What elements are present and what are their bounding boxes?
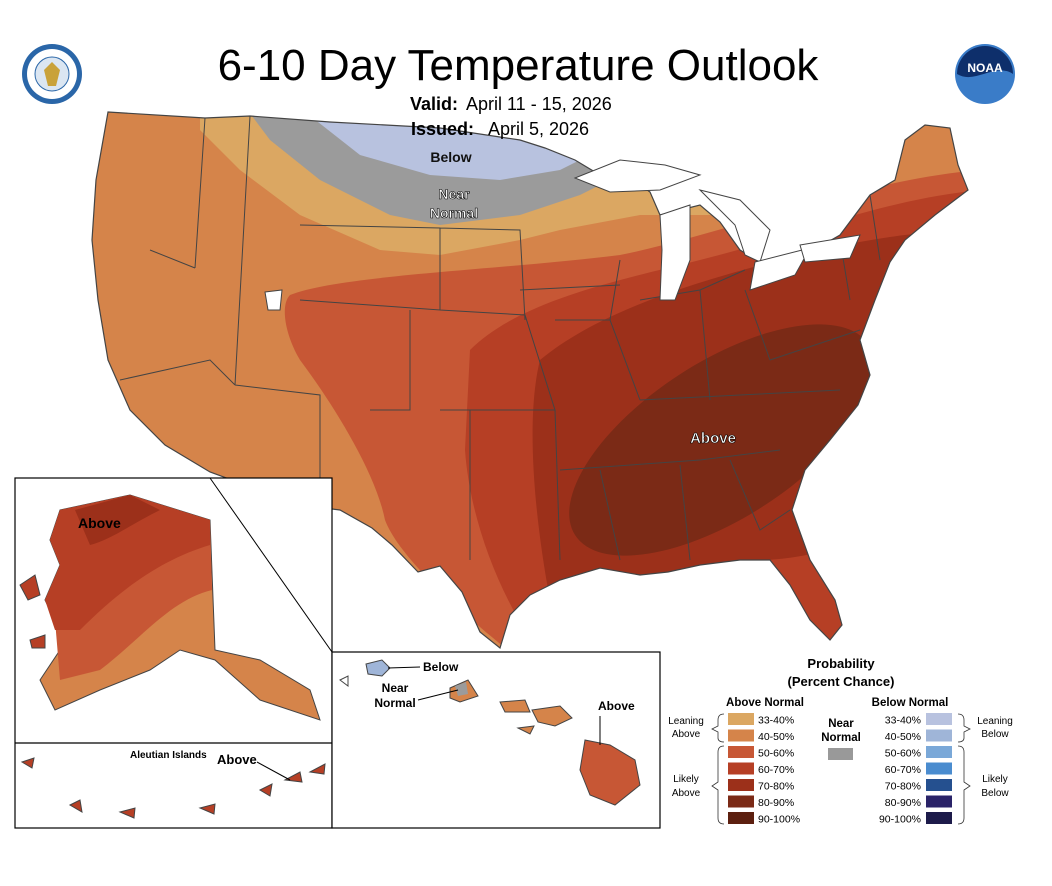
legend-near-swatch <box>828 748 853 760</box>
legend-above-label-2: 50-60% <box>758 748 794 760</box>
noaa-logo-text: NOAA <box>967 61 1003 75</box>
region-above-80-90 <box>569 324 875 556</box>
legend-leaning-above-2: Above <box>672 729 701 740</box>
hawaii-below-label: Below <box>423 660 459 674</box>
legend-above-label-4: 70-80% <box>758 781 794 793</box>
noaa-logo: NOAA <box>955 44 1015 104</box>
hawaii-inset: Below Near Normal Above <box>331 651 661 829</box>
legend-likely-below-2: Below <box>981 788 1009 799</box>
legend-above-label-1: 40-50% <box>758 731 794 743</box>
commerce-seal-logo <box>22 44 82 104</box>
legend-below-swatch-5 <box>926 795 952 808</box>
legend-above-label-0: 33-40% <box>758 715 794 727</box>
legend-above-swatch-4 <box>728 779 754 791</box>
legend-above-swatch-3 <box>728 762 754 775</box>
legend-likely-above-2: Above <box>672 788 701 799</box>
legend-likely-below: Likely <box>982 774 1008 785</box>
legend-below-swatch-2 <box>926 746 952 758</box>
legend-subtitle: (Percent Chance) <box>788 674 895 689</box>
great-lakes <box>264 159 861 311</box>
legend-above-label-6: 90-100% <box>758 814 800 826</box>
legend-below-swatch-0 <box>926 713 952 725</box>
valid-date: April 11 - 15, 2026 <box>466 94 612 114</box>
legend-above-header: Above Normal <box>726 697 804 709</box>
hawaii-above-label: Above <box>598 699 635 713</box>
legend-above-label-5: 80-90% <box>758 797 794 809</box>
aleutian-above-label: Above <box>217 752 257 767</box>
legend-below-header: Below Normal <box>872 697 949 709</box>
hawaii-normal-label: Normal <box>374 696 415 710</box>
legend-near-line1: Near <box>828 718 854 730</box>
aleutian-islands <box>20 757 326 819</box>
legend-below-label-0: 33-40% <box>885 715 921 727</box>
legend-below-label-4: 70-80% <box>885 781 921 793</box>
state-borders <box>119 115 881 561</box>
legend-below-label-2: 50-60% <box>885 748 921 760</box>
legend-above-swatch-0 <box>728 713 754 725</box>
conus-below-label: Below <box>430 149 471 165</box>
legend-above-swatch-1 <box>728 729 754 742</box>
legend-below-swatch-6 <box>926 812 952 824</box>
legend-below-swatch-3 <box>926 762 952 775</box>
legend-above-swatch-5 <box>728 795 754 808</box>
legend-leaning-above: Leaning <box>668 716 704 727</box>
conus-normal-label: Normal <box>430 205 478 221</box>
conus-near-label: Near <box>438 186 470 202</box>
conus-above-label: Above <box>690 430 736 447</box>
legend-near-line2: Normal <box>821 732 861 744</box>
legend-below-label-1: 40-50% <box>885 731 921 743</box>
legend-above-swatch-2 <box>728 746 754 758</box>
legend-below-label-6: 90-100% <box>879 814 921 826</box>
valid-label: Valid: <box>410 94 458 114</box>
legend-below-swatch-1 <box>926 729 952 742</box>
alaska-inset: Above Aleutian Islands Above <box>14 477 333 829</box>
legend-title: Probability <box>807 656 875 671</box>
legend-below-label-5: 80-90% <box>885 797 921 809</box>
alaska-above-label: Above <box>78 515 121 531</box>
hawaii-near-label: Near <box>382 681 409 695</box>
legend-braces <box>711 713 971 825</box>
legend-above-label-3: 60-70% <box>758 764 794 776</box>
legend-leaning-below: Leaning <box>977 716 1013 727</box>
legend-likely-above: Likely <box>673 774 699 785</box>
legend-below-swatch-4 <box>926 779 952 791</box>
issued-label: Issued: <box>411 119 474 139</box>
legend-below-label-3: 60-70% <box>885 764 921 776</box>
issued-date: April 5, 2026 <box>488 119 589 139</box>
legend-leaning-below-2: Below <box>981 729 1009 740</box>
aleutian-title: Aleutian Islands <box>130 750 207 761</box>
page-title: 6-10 Day Temperature Outlook <box>218 41 820 90</box>
legend-above-swatch-6 <box>728 812 754 824</box>
